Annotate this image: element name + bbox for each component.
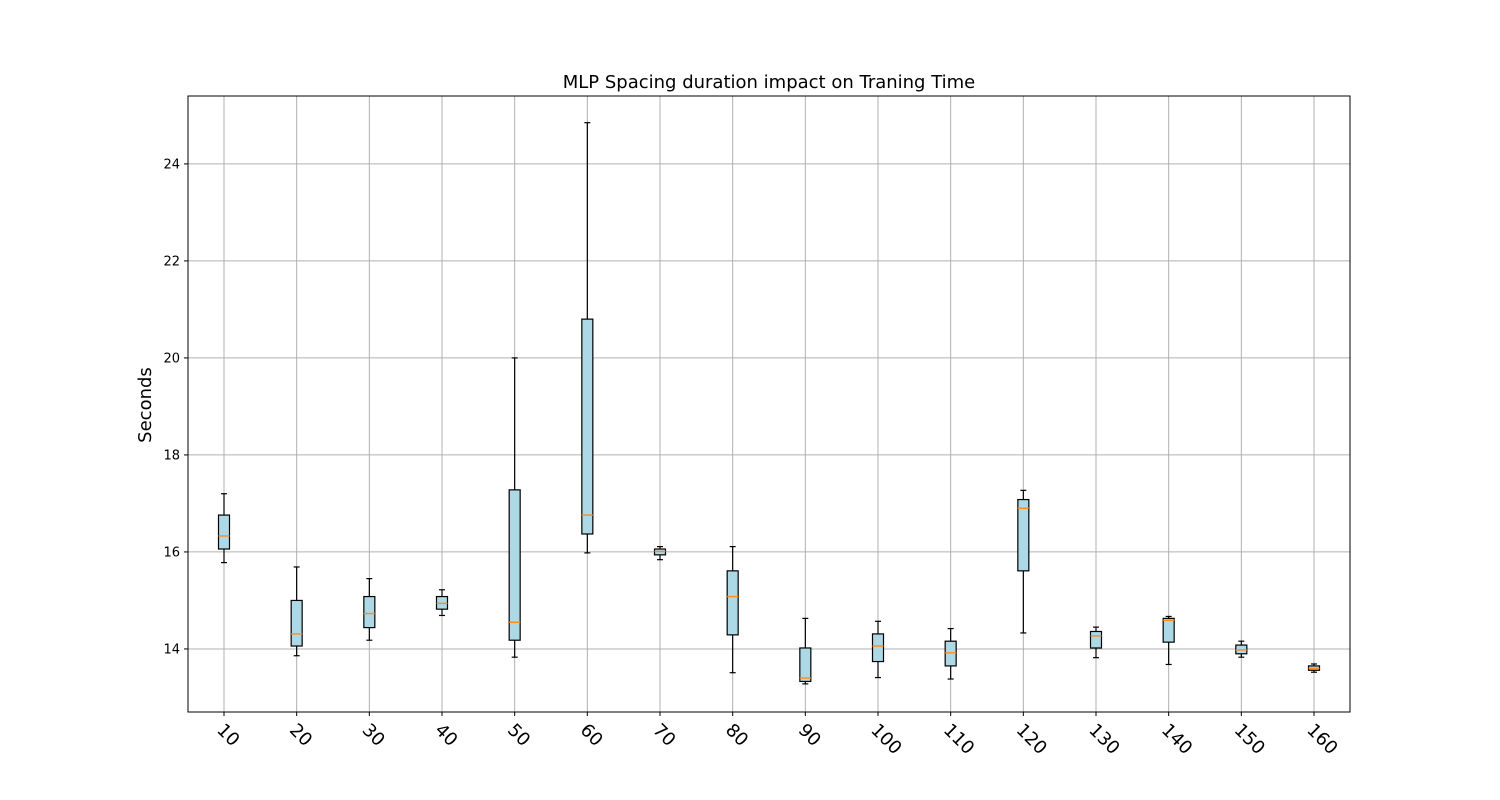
box-130 xyxy=(1089,626,1103,659)
box-60 xyxy=(581,122,594,554)
box-110 xyxy=(944,627,957,680)
box-40 xyxy=(435,589,449,617)
box-160 xyxy=(1307,663,1321,673)
iqr-box xyxy=(799,647,812,683)
iqr-box xyxy=(508,489,521,641)
y-tick-label: 14 xyxy=(163,642,180,657)
y-tick-label: 22 xyxy=(163,254,180,269)
box-90 xyxy=(799,617,812,685)
box-layer xyxy=(217,122,1321,685)
iqr-box xyxy=(217,514,231,550)
y-axis-label: Seconds xyxy=(135,367,156,443)
box-140 xyxy=(1162,615,1175,666)
box-30 xyxy=(363,578,376,641)
iqr-box xyxy=(726,570,739,636)
iqr-box xyxy=(581,318,594,535)
box-50 xyxy=(508,357,521,658)
iqr-box xyxy=(363,595,376,629)
y-tick-label: 18 xyxy=(163,448,180,463)
iqr-box xyxy=(1017,498,1030,572)
chart-title: MLP Spacing duration impact on Traning T… xyxy=(563,72,976,93)
iqr-box xyxy=(871,633,885,663)
iqr-box xyxy=(290,599,303,647)
box-20 xyxy=(290,566,303,657)
iqr-box xyxy=(1162,617,1175,643)
box-80 xyxy=(726,546,739,674)
y-tick-label: 16 xyxy=(163,545,180,560)
iqr-box xyxy=(944,640,957,667)
box-70 xyxy=(653,546,667,561)
box-100 xyxy=(871,620,885,679)
box-10 xyxy=(217,493,231,564)
y-tick-label: 24 xyxy=(163,157,180,172)
y-tick-label: 20 xyxy=(163,351,180,366)
plot-frame xyxy=(187,95,1351,713)
box-120 xyxy=(1017,489,1030,634)
box-150 xyxy=(1235,640,1248,658)
iqr-box xyxy=(1089,630,1103,649)
